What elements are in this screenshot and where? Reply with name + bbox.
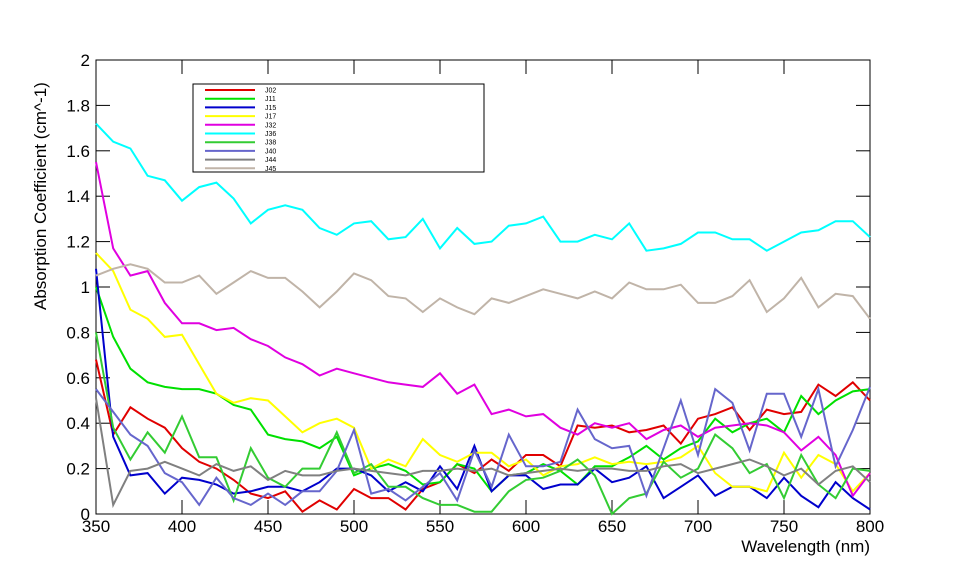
- y-tick-label: 0.2: [66, 460, 90, 479]
- y-tick-label: 1.8: [66, 96, 90, 115]
- x-tick-label: 450: [254, 517, 282, 536]
- series-line: [95, 385, 871, 507]
- legend-label: J40: [265, 148, 276, 155]
- y-tick-label: 0.6: [66, 369, 90, 388]
- series-line: [95, 268, 871, 511]
- series-line: [95, 122, 871, 252]
- x-tick-label: 600: [512, 517, 540, 536]
- legend-label: J02: [265, 88, 276, 95]
- x-axis-title: Wavelength (nm): [741, 537, 870, 556]
- y-tick-label: 2: [81, 51, 90, 70]
- x-tick-label: 500: [340, 517, 368, 536]
- series-line: [95, 252, 871, 493]
- legend-label: J38: [265, 140, 276, 147]
- legend-label: J15: [265, 105, 276, 112]
- y-tick-label: 0: [81, 505, 90, 524]
- y-tick-label: 1.4: [66, 187, 90, 206]
- legend-label: J44: [265, 157, 276, 164]
- legend-label: J36: [265, 131, 276, 138]
- x-tick-label: 350: [82, 517, 110, 536]
- x-tick-label: 550: [426, 517, 454, 536]
- x-tick-label: 800: [856, 517, 884, 536]
- y-tick-label: 1.2: [66, 233, 90, 252]
- x-tick-label: 400: [168, 517, 196, 536]
- y-tick-label: 1: [81, 278, 90, 297]
- y-axis-title: Absorption Coefficient (cm^-1): [31, 82, 50, 310]
- legend-label: J32: [265, 122, 276, 129]
- legend-label: J17: [265, 114, 276, 121]
- legend-label: J11: [265, 96, 276, 103]
- x-tick-label: 700: [684, 517, 712, 536]
- x-tick-label: 750: [770, 517, 798, 536]
- y-tick-label: 0.8: [66, 323, 90, 342]
- y-tick-label: 0.4: [66, 414, 90, 433]
- x-tick-label: 650: [598, 517, 626, 536]
- y-tick-label: 1.6: [66, 142, 90, 161]
- series-line: [95, 161, 871, 498]
- legend-label: J45: [265, 166, 276, 173]
- series-line: [95, 263, 871, 320]
- series-line: [95, 332, 871, 516]
- series-line: [95, 398, 871, 509]
